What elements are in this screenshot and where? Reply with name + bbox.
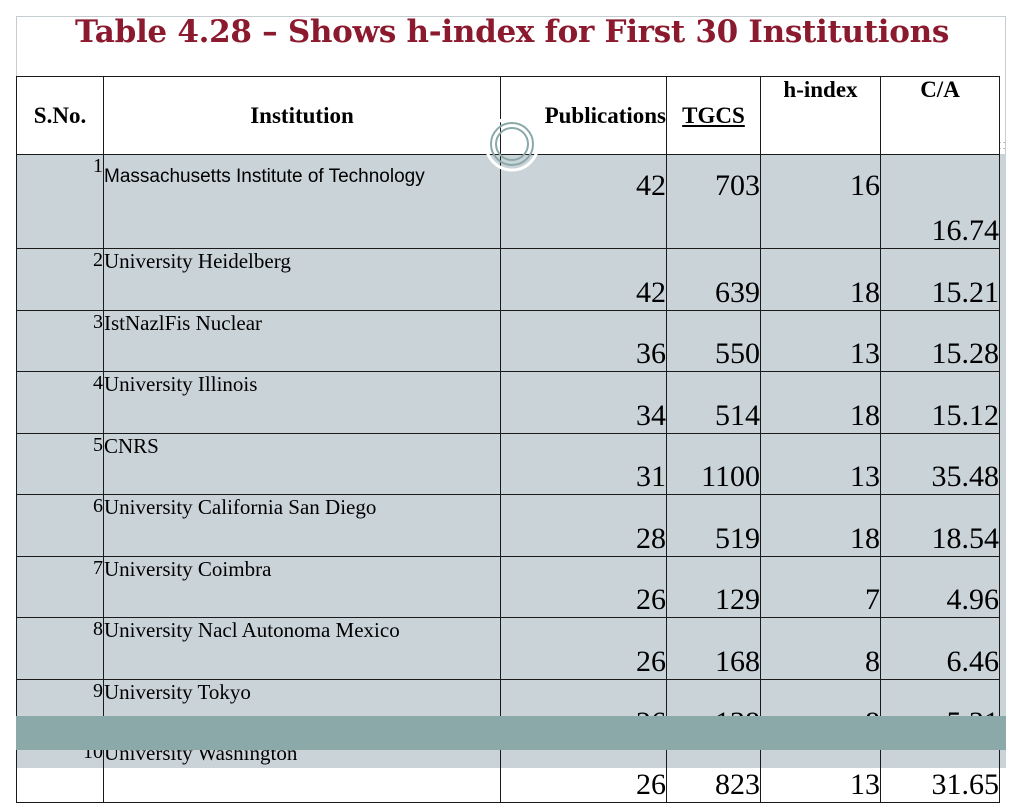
cell-h-index: 13 — [760, 740, 881, 803]
cell-ca: 15.21 — [880, 248, 1000, 311]
table-row: 10 University Washington 26 823 13 31.65 — [16, 740, 1000, 803]
table-row: 7 University Coimbra 26 129 7 4.96 — [16, 555, 1000, 618]
slide-title: Table 4.28 – Shows h-index for First 30 … — [74, 14, 950, 50]
cell-publications: 31 — [500, 432, 667, 495]
cell-tgcs: 514 — [666, 371, 761, 434]
table-row: 5 CNRS 31 1100 13 35.48 — [16, 432, 1000, 495]
header-institution: Institution — [103, 76, 501, 155]
cell-sno: 1 — [16, 154, 104, 249]
cell-institution: University Coimbra — [103, 555, 501, 618]
table-row: 4 University Illinois 34 514 18 15.12 — [16, 371, 1000, 434]
cell-institution: CNRS — [103, 432, 501, 495]
cell-ca: 15.12 — [880, 371, 1000, 434]
cell-publications: 26 — [500, 740, 667, 803]
cell-ca: 31.65 — [880, 740, 1000, 803]
cell-ca: 5.31 — [880, 678, 1000, 741]
cell-institution: University Washington — [103, 740, 501, 803]
cell-h-index: 18 — [760, 494, 881, 557]
table-row: 2 University Heidelberg 42 639 18 15.21 — [16, 248, 1000, 311]
h-index-table: S.No. Institution Publications TGCS h-in… — [16, 76, 1000, 803]
cell-sno: 10 — [16, 740, 104, 803]
cell-tgcs: 823 — [666, 740, 761, 803]
cell-h-index: 18 — [760, 371, 881, 434]
cell-sno: 7 — [16, 555, 104, 618]
header-h-index: h-index — [760, 76, 881, 155]
cell-ca: 4.96 — [880, 555, 1000, 618]
cell-sno: 5 — [16, 432, 104, 495]
cell-institution: University California San Diego — [103, 494, 501, 557]
cell-tgcs: 138 — [666, 678, 761, 741]
cell-sno: 4 — [16, 371, 104, 434]
cell-h-index: 8 — [760, 678, 881, 741]
cell-h-index: 13 — [760, 432, 881, 495]
cell-publications: 26 — [500, 678, 667, 741]
table-row: 9 University Tokyo 26 138 8 5.31 — [16, 678, 1000, 741]
cell-institution: IstNazlFis Nuclear — [103, 309, 501, 372]
table-row: 6 University California San Diego 28 519… — [16, 494, 1000, 557]
cell-h-index: 18 — [760, 248, 881, 311]
cell-publications: 36 — [500, 309, 667, 372]
cell-sno: 6 — [16, 494, 104, 557]
cell-tgcs: 129 — [666, 555, 761, 618]
cell-institution: University Tokyo — [103, 678, 501, 741]
table-row: 3 IstNazlFis Nuclear 36 550 13 15.28 — [16, 309, 1000, 372]
cell-tgcs: 1100 — [666, 432, 761, 495]
cell-h-index: 16 — [760, 154, 881, 249]
cell-sno: 2 — [16, 248, 104, 311]
cell-ca: 6.46 — [880, 617, 1000, 680]
cell-ca: 35.48 — [880, 432, 1000, 495]
cell-h-index: 13 — [760, 309, 881, 372]
cell-tgcs: 168 — [666, 617, 761, 680]
cell-institution: University Nacl Autonoma Mexico — [103, 617, 501, 680]
cell-tgcs: 639 — [666, 248, 761, 311]
cell-ca: 18.54 — [880, 494, 1000, 557]
cell-tgcs: 519 — [666, 494, 761, 557]
cell-ca: 15.28 — [880, 309, 1000, 372]
cell-publications: 26 — [500, 555, 667, 618]
cell-publications: 42 — [500, 154, 667, 249]
cell-publications: 34 — [500, 371, 667, 434]
header-sno: S.No. — [16, 76, 104, 155]
cell-ca: 16.74 — [880, 154, 1000, 249]
cell-publications: 42 — [500, 248, 667, 311]
cell-sno: 9 — [16, 678, 104, 741]
cell-institution: University Illinois — [103, 371, 501, 434]
cell-institution: Massachusetts Institute of Technology — [103, 154, 501, 249]
table-row: 1 Massachusetts Institute of Technology … — [16, 154, 1000, 249]
cell-publications: 28 — [500, 494, 667, 557]
cell-tgcs: 703 — [666, 154, 761, 249]
cell-publications: 26 — [500, 617, 667, 680]
table-header-row: S.No. Institution Publications TGCS h-in… — [16, 76, 1000, 155]
header-publications: Publications — [500, 76, 667, 155]
cell-sno: 8 — [16, 617, 104, 680]
cell-h-index: 7 — [760, 555, 881, 618]
cell-tgcs: 550 — [666, 309, 761, 372]
header-tgcs-link[interactable]: TGCS — [666, 76, 761, 155]
cell-sno: 3 — [16, 309, 104, 372]
header-ca: C/A — [880, 76, 1000, 155]
cell-institution: University Heidelberg — [103, 248, 501, 311]
cell-h-index: 8 — [760, 617, 881, 680]
table-row: 8 University Nacl Autonoma Mexico 26 168… — [16, 617, 1000, 680]
